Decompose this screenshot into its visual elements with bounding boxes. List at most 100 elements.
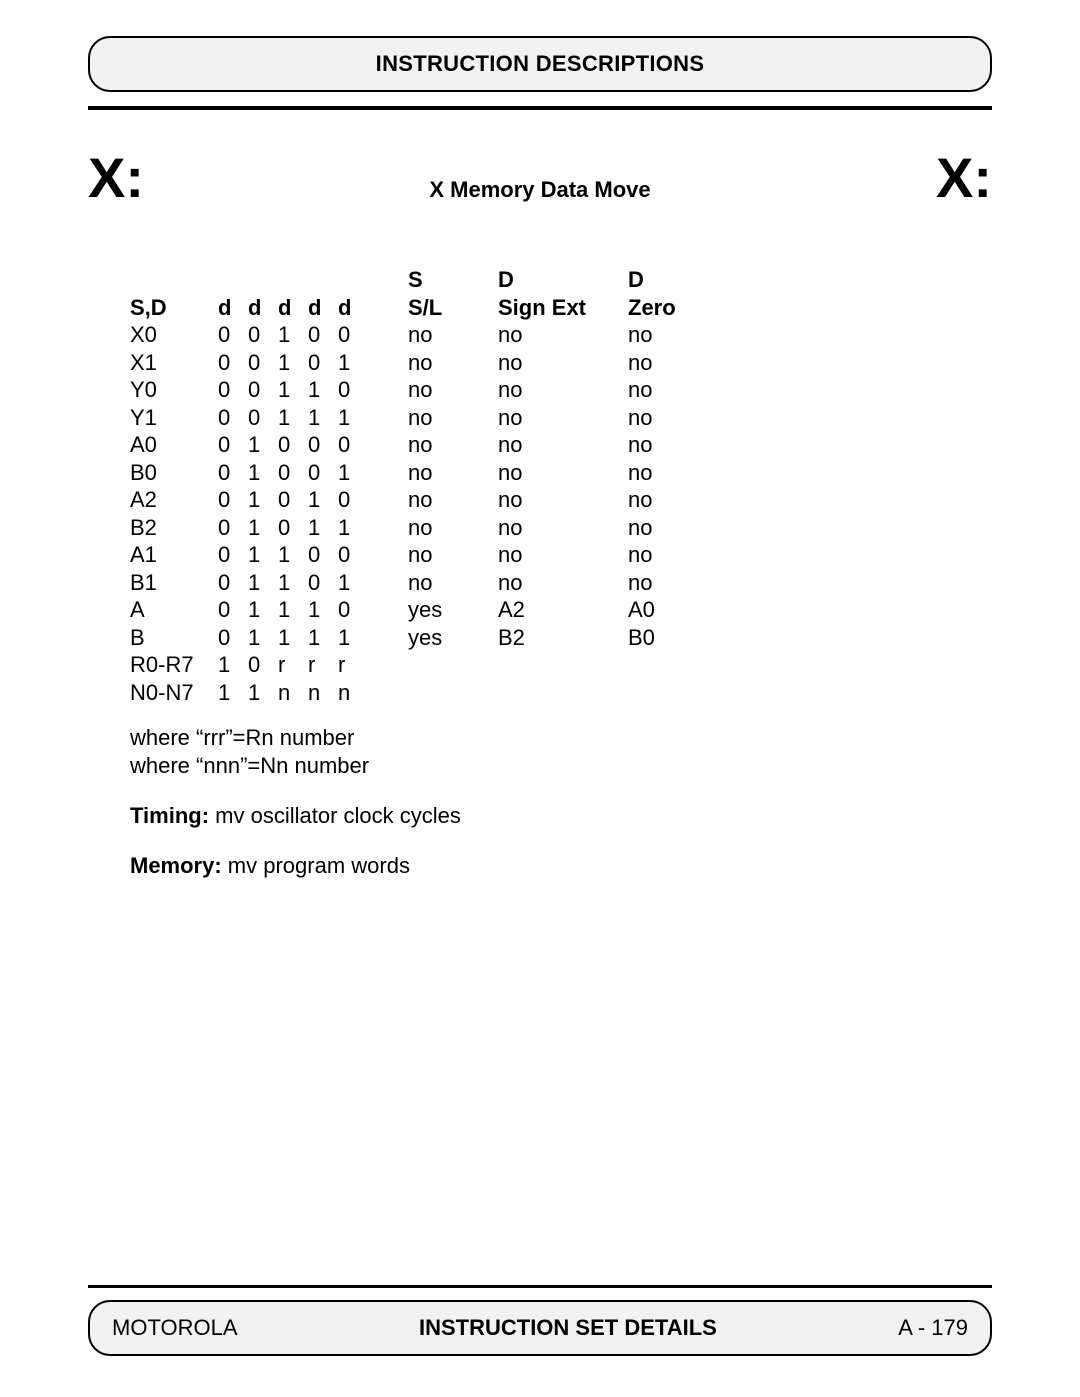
header-rule — [88, 106, 992, 110]
table-cell: B2 — [498, 624, 628, 652]
table-cell: no — [498, 431, 628, 459]
table-cell: no — [498, 486, 628, 514]
table-cell: 0 — [218, 596, 248, 624]
table-cell: no — [628, 459, 718, 487]
table-cell: 0 — [248, 349, 278, 377]
table-row: R0-R710rrr — [130, 651, 718, 679]
table-cell: no — [628, 569, 718, 597]
table-cell: no — [628, 404, 718, 432]
footer-area: MOTOROLA INSTRUCTION SET DETAILS A - 179 — [88, 1285, 992, 1356]
table-cell: 0 — [308, 431, 338, 459]
table-cell: 1 — [218, 651, 248, 679]
table-cell: X0 — [130, 321, 218, 349]
table-cell — [498, 679, 628, 707]
table-cell — [368, 486, 408, 514]
table-cell: 1 — [308, 624, 338, 652]
table-cell: 1 — [338, 404, 368, 432]
header-title: INSTRUCTION DESCRIPTIONS — [376, 51, 705, 77]
table-cell: 1 — [278, 541, 308, 569]
footer-box: MOTOROLA INSTRUCTION SET DETAILS A - 179 — [88, 1300, 992, 1356]
table-cell: 1 — [278, 569, 308, 597]
table-cell: 0 — [248, 376, 278, 404]
table-cell: 0 — [218, 376, 248, 404]
table-cell — [368, 514, 408, 542]
table-cell: no — [498, 569, 628, 597]
table-cell: no — [628, 349, 718, 377]
table-cell: 1 — [248, 514, 278, 542]
table-cell: 1 — [248, 679, 278, 707]
table-row: Y100111nonono — [130, 404, 718, 432]
table-row: A01110yesA2A0 — [130, 596, 718, 624]
th-d3: d — [308, 294, 338, 322]
table-cell: 1 — [248, 596, 278, 624]
table-cell — [368, 596, 408, 624]
table-cell — [368, 679, 408, 707]
timing-line: Timing: mv oscillator clock cycles — [130, 803, 992, 829]
table-row: A101100nonono — [130, 541, 718, 569]
table-cell — [368, 349, 408, 377]
table-cell: 1 — [278, 624, 308, 652]
table-cell: 1 — [248, 624, 278, 652]
table-cell: A1 — [130, 541, 218, 569]
table-cell: 0 — [338, 486, 368, 514]
table-cell: n — [308, 679, 338, 707]
table-cell: 1 — [308, 596, 338, 624]
table-cell: 0 — [338, 376, 368, 404]
table-cell: A0 — [130, 431, 218, 459]
table-cell: A — [130, 596, 218, 624]
table-cell: no — [628, 431, 718, 459]
table-cell: 0 — [278, 431, 308, 459]
table-cell: 0 — [218, 321, 248, 349]
table-cell: 1 — [278, 404, 308, 432]
table-header-row-top: S D D — [130, 266, 718, 294]
table-row: A001000nonono — [130, 431, 718, 459]
table-cell: 1 — [248, 431, 278, 459]
th-d1: d — [248, 294, 278, 322]
table-cell: 1 — [338, 569, 368, 597]
memory-label: Memory: — [130, 853, 222, 878]
table-cell: 1 — [278, 376, 308, 404]
table-cell: no — [408, 431, 498, 459]
table-cell: 0 — [278, 514, 308, 542]
page: INSTRUCTION DESCRIPTIONS X: X Memory Dat… — [88, 36, 992, 1356]
table-cell: 0 — [248, 404, 278, 432]
table-cell: A2 — [130, 486, 218, 514]
table-cell — [498, 651, 628, 679]
note-line-2: where “nnn”=Nn number — [130, 752, 992, 780]
table-cell: 0 — [218, 514, 248, 542]
table-cell: 0 — [218, 349, 248, 377]
table-cell: no — [498, 514, 628, 542]
table-cell: no — [498, 541, 628, 569]
memory-text: mv program words — [222, 853, 410, 878]
table-cell: no — [408, 486, 498, 514]
table-cell: no — [408, 514, 498, 542]
note-line-1: where “rrr”=Rn number — [130, 724, 992, 752]
table-cell: B1 — [130, 569, 218, 597]
footer-right: A - 179 — [898, 1315, 968, 1341]
table-cell: no — [628, 321, 718, 349]
table-cell: 0 — [308, 541, 338, 569]
table-cell: 0 — [338, 541, 368, 569]
table-row: X000100nonono — [130, 321, 718, 349]
timing-label: Timing: — [130, 803, 209, 828]
table-cell: 0 — [248, 651, 278, 679]
table-cell: no — [498, 321, 628, 349]
table-row: A201010nonono — [130, 486, 718, 514]
th-zero: Zero — [628, 294, 718, 322]
table-cell: 0 — [308, 321, 338, 349]
table-cell: 0 — [308, 569, 338, 597]
table-cell: r — [308, 651, 338, 679]
table-cell — [368, 569, 408, 597]
table-cell: no — [408, 321, 498, 349]
mnemonic-right: X: — [936, 150, 992, 206]
mnemonic-left: X: — [88, 150, 144, 206]
th-d2: d — [278, 294, 308, 322]
table-cell: no — [498, 376, 628, 404]
table-cell: 0 — [278, 459, 308, 487]
table-row: B01111yesB2B0 — [130, 624, 718, 652]
table-cell: 0 — [338, 596, 368, 624]
table-cell — [368, 624, 408, 652]
table-cell: A0 — [628, 596, 718, 624]
footer-rule — [88, 1285, 992, 1288]
table-cell — [368, 541, 408, 569]
